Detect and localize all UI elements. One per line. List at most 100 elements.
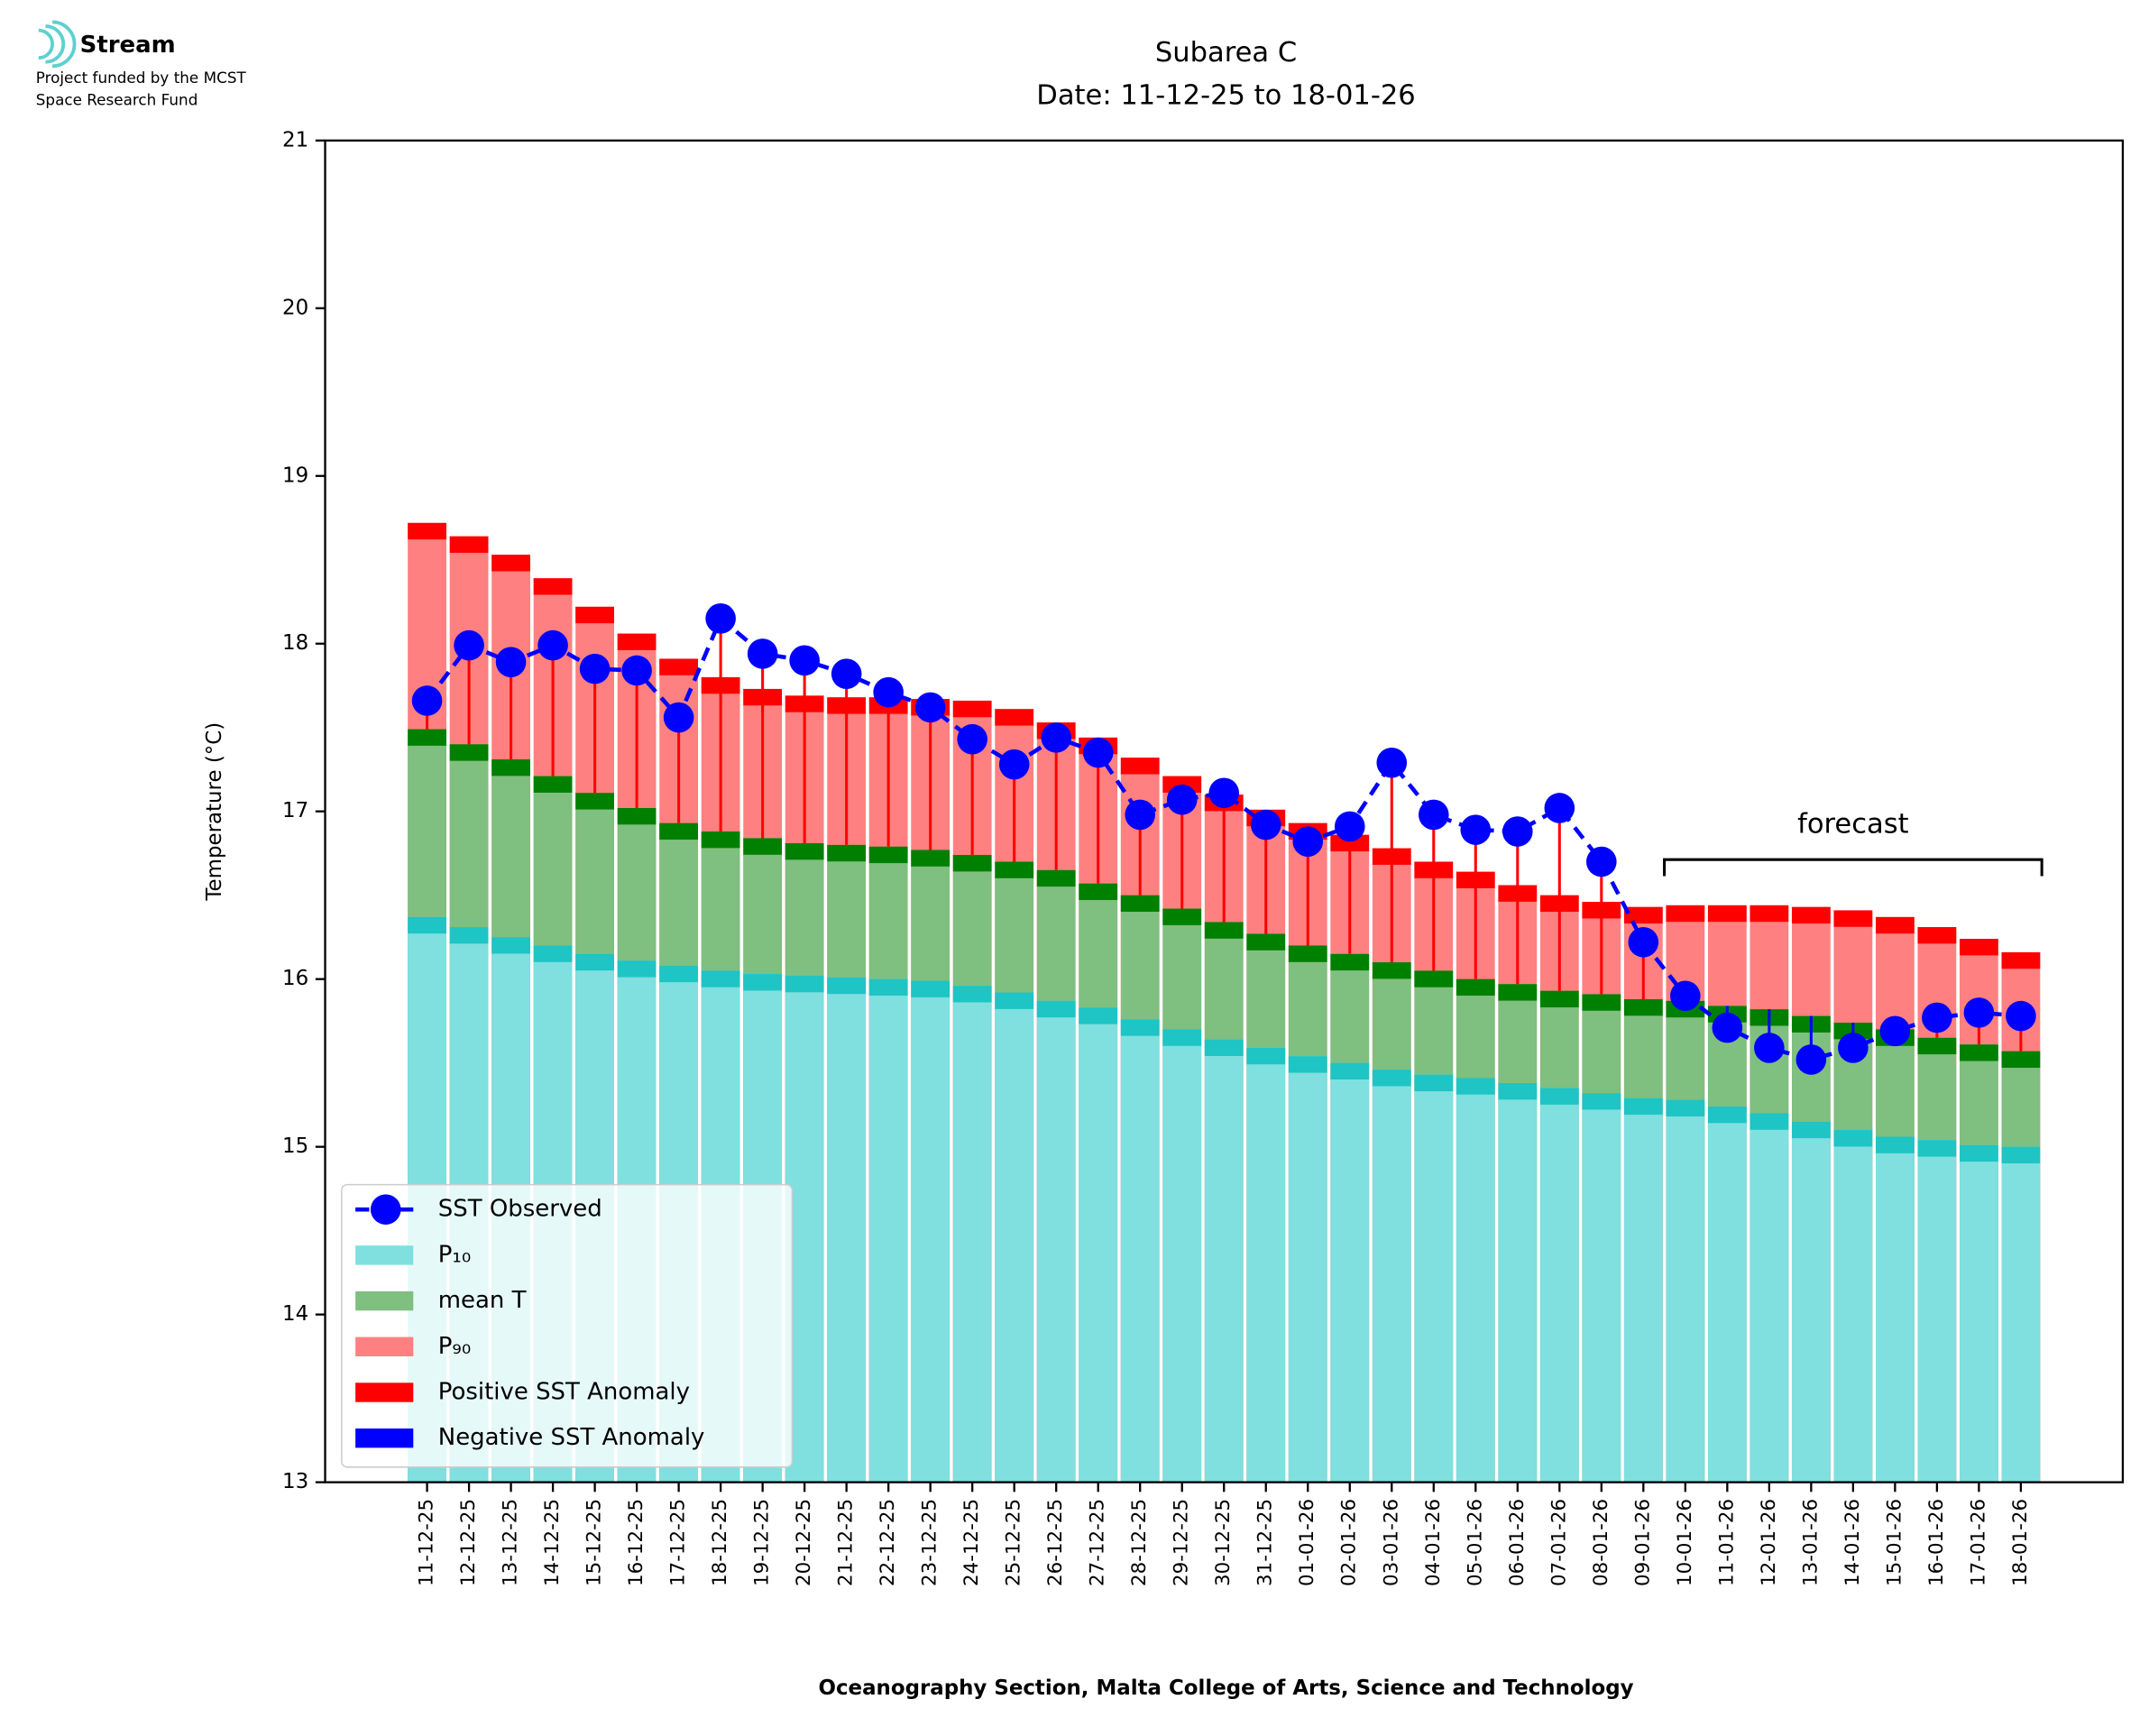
bar-cap — [1246, 933, 1286, 951]
observed-marker — [1041, 722, 1072, 753]
bar-cap — [1162, 1029, 1202, 1046]
bar — [2001, 1146, 2041, 1483]
observed-marker — [873, 676, 904, 708]
bar-cap — [1623, 998, 1663, 1016]
bar — [868, 978, 908, 1483]
bar-cap — [1750, 1113, 1789, 1130]
bar — [1750, 1113, 1789, 1483]
bar — [952, 986, 992, 1483]
bar-cap — [995, 861, 1034, 878]
y-tick-label: 18 — [282, 631, 308, 655]
bar — [1120, 1019, 1160, 1483]
x-tick-label: 23-12-25 — [919, 1499, 941, 1586]
bar-cap — [952, 855, 992, 872]
bar — [1666, 1099, 1705, 1483]
logo-text: Project funded by the MCST — [36, 69, 247, 87]
observed-marker — [621, 655, 652, 686]
bar-cap — [659, 658, 699, 675]
annotation: forecast — [1797, 808, 1909, 840]
bar — [1036, 1000, 1076, 1483]
bar-cap — [1036, 1000, 1076, 1018]
y-tick-label: 20 — [282, 296, 308, 319]
logo-name: Stream — [80, 32, 176, 59]
bar-cap — [575, 606, 614, 624]
observed-marker — [411, 685, 443, 716]
bar-cap — [785, 975, 824, 993]
bar — [911, 980, 951, 1483]
legend-swatch — [355, 1428, 414, 1448]
bar-cap — [491, 759, 530, 776]
x-tick-label: 08-01-26 — [1590, 1499, 1612, 1586]
bar-cap — [868, 978, 908, 997]
bar-cap — [995, 992, 1034, 1009]
bar-cap — [743, 838, 783, 855]
bar-cap — [617, 807, 657, 825]
x-tick-label: 25-12-25 — [1003, 1499, 1025, 1586]
x-tick-label: 18-01-26 — [2009, 1499, 2032, 1586]
observed-marker — [454, 629, 484, 661]
x-tick-label: 21-12-25 — [835, 1499, 858, 1586]
bar — [1204, 1039, 1244, 1483]
observed-marker — [1586, 846, 1617, 877]
observed-marker — [1125, 799, 1156, 831]
x-tick-label: 13-01-26 — [1799, 1499, 1822, 1586]
bar-cap — [1791, 906, 1831, 924]
bar-cap — [1456, 978, 1495, 997]
observed-marker — [1250, 809, 1281, 840]
bar-cap — [2001, 1051, 2041, 1068]
x-tick-label: 16-01-26 — [1925, 1499, 1948, 1586]
bar-cap — [1875, 916, 1915, 934]
observed-marker — [663, 702, 694, 733]
bar-cap — [1036, 869, 1076, 887]
bar-cap — [449, 536, 489, 554]
y-axis-label: Temperature (°C) — [203, 722, 226, 902]
chart-title: Subarea C — [1155, 37, 1297, 69]
bar-cap — [408, 916, 446, 934]
y-tick-label: 19 — [282, 464, 308, 487]
plot: 13 14 15 16 17 18 19 20 21 11-12-25 12-12-25 13-12-… — [282, 128, 2125, 1586]
bar-cap — [449, 927, 489, 944]
bar-cap — [1079, 1007, 1118, 1024]
x-tick-label: 30-12-25 — [1212, 1499, 1235, 1586]
observed-marker — [1166, 784, 1198, 815]
x-tick-label: 09-01-26 — [1631, 1499, 1654, 1586]
legend-swatch — [355, 1382, 414, 1402]
bar-cap — [533, 945, 573, 962]
bar-cap — [1833, 1130, 1873, 1147]
x-tick-label: 16-12-25 — [625, 1499, 647, 1586]
y-tick-label: 16 — [282, 967, 308, 990]
bar-cap — [1623, 906, 1663, 924]
bar — [1079, 1007, 1118, 1483]
bar-cap — [1330, 953, 1370, 971]
legend-marker — [370, 1194, 401, 1225]
x-tick-label: 19-12-25 — [751, 1499, 774, 1586]
bar-cap — [952, 986, 992, 1003]
legend-label: Negative SST Anomaly — [438, 1424, 705, 1451]
legend-swatch — [355, 1291, 414, 1311]
bar-cap — [1204, 1039, 1244, 1056]
bar-cap — [575, 953, 614, 971]
x-tick-label: 28-12-25 — [1128, 1499, 1151, 1586]
bar-cap — [1120, 1019, 1160, 1036]
legend-label: Positive SST Anomaly — [438, 1379, 690, 1406]
bar-cap — [1707, 1107, 1747, 1124]
bar-cap — [1120, 758, 1160, 775]
x-tick-label: 29-12-25 — [1171, 1499, 1193, 1586]
bar-cap — [701, 831, 740, 849]
bar-cap — [1791, 1121, 1831, 1139]
legend-box — [341, 1183, 794, 1468]
bar — [827, 977, 867, 1483]
bar-cap — [827, 977, 867, 995]
y-tick-label: 14 — [282, 1302, 308, 1326]
bar-cap — [1539, 990, 1579, 1008]
bar-cap — [1414, 1074, 1454, 1092]
bar-cap — [1666, 1099, 1705, 1116]
observed-marker — [1754, 1033, 1785, 1063]
x-tick-label: 17-12-25 — [667, 1499, 690, 1586]
chart-subtitle: Date: 11-12-25 to 18-01-26 — [1036, 79, 1415, 111]
bar-cap — [1917, 927, 1957, 944]
forecast-bracket — [1663, 858, 2043, 877]
bar-cap — [1539, 1088, 1579, 1105]
bar-cap — [449, 744, 489, 761]
